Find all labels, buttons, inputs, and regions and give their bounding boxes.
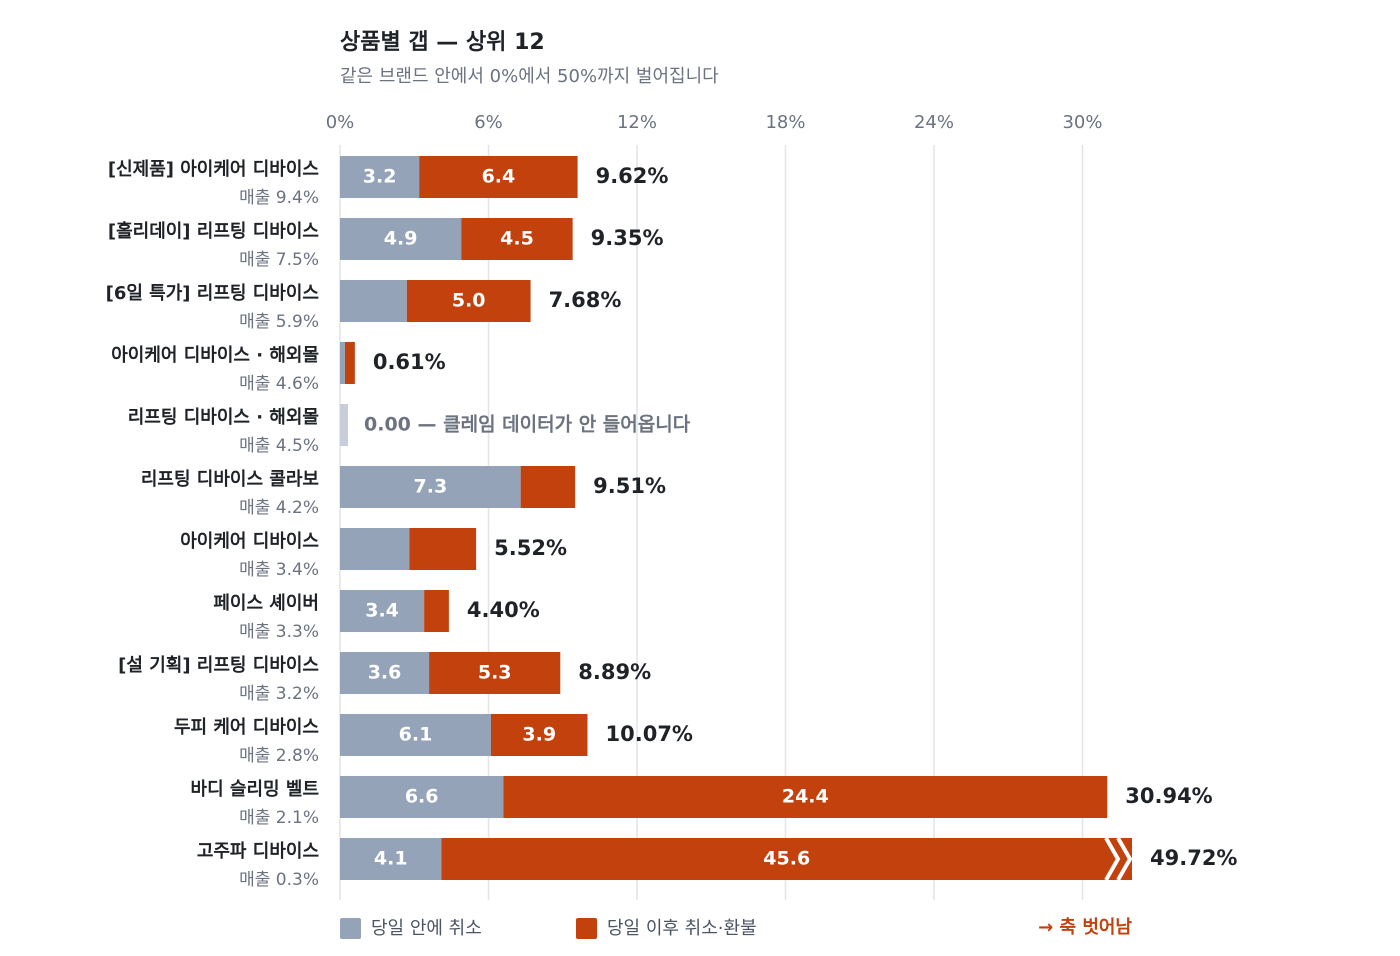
value-label: 45.6 [763, 848, 810, 870]
grid: 0% 6% 12% 18% 24% 30% [326, 112, 1103, 900]
bar-segment [340, 342, 345, 384]
category-label: 리프팅 디바이스 콜라보 [141, 469, 319, 490]
legend-label: 당일 이후 취소·환불 [607, 918, 757, 939]
bar-segment [424, 590, 449, 632]
category-label: [설 기획] 리프팅 디바이스 [118, 655, 319, 676]
value-label: 24.4 [782, 786, 829, 808]
bar-segment [520, 466, 576, 508]
bar-segment [461, 218, 573, 260]
category-label: 바디 슬리밍 벨트 [191, 779, 319, 800]
total-label: 49.72% [1150, 846, 1237, 870]
x-tick-label: 0% [326, 112, 355, 133]
value-label: 4.9 [384, 228, 418, 250]
total-label: 9.51% [593, 474, 666, 498]
overflow-marker [1104, 837, 1133, 881]
category-note: 매출 2.1% [239, 808, 319, 828]
category-note: 매출 2.8% [239, 746, 319, 766]
total-label: 0.00 — 클레임 데이터가 안 들어옵니다 [364, 414, 691, 436]
total-label: 9.35% [591, 226, 664, 250]
x-tick-label: 18% [765, 112, 805, 133]
total-label: 10.07% [606, 722, 693, 746]
value-label: 3.6 [368, 662, 402, 684]
zero-placeholder [340, 404, 348, 446]
value-label: 3.9 [522, 724, 556, 746]
category-note: 매출 4.2% [239, 498, 319, 518]
category-label: [신제품] 아이케어 디바이스 [108, 159, 319, 180]
bar-segment [406, 280, 531, 322]
value-label: 3.4 [365, 600, 399, 622]
category-note: 매출 7.5% [239, 250, 319, 270]
x-tick-label: 12% [617, 112, 657, 133]
bar-segment [340, 652, 430, 694]
total-label: 0.61% [373, 350, 446, 374]
legend-swatch [340, 918, 361, 939]
bar-segment [340, 838, 442, 880]
bars [340, 156, 1132, 880]
legend-swatch [576, 918, 597, 939]
value-label: 6.1 [399, 724, 433, 746]
category-label: 아이케어 디바이스 [180, 531, 319, 552]
x-tick-label: 6% [474, 112, 503, 133]
value-label: 5.0 [452, 290, 486, 312]
bar-segment [340, 714, 491, 756]
value-label: 6.4 [482, 166, 516, 188]
bar-segment [340, 590, 425, 632]
category-note: 매출 4.5% [239, 436, 319, 456]
bar-segment [340, 280, 407, 322]
value-label: 4.1 [374, 848, 408, 870]
total-label: 7.68% [549, 288, 622, 312]
total-label: 5.52% [494, 536, 567, 560]
category-note: 매출 3.3% [239, 622, 319, 642]
value-label: 3.2 [363, 166, 397, 188]
category-note: 매출 9.4% [239, 188, 319, 208]
bar-segment [490, 714, 588, 756]
bar-segment [340, 528, 410, 570]
value-label: 4.5 [500, 228, 534, 250]
x-tick-label: 24% [914, 112, 954, 133]
bar-segment [429, 652, 561, 694]
category-note: 매출 3.4% [239, 560, 319, 580]
category-label: 리프팅 디바이스 · 해외몰 [128, 407, 319, 428]
overflow-note: → 축 벗어남 [1038, 917, 1132, 938]
bar-segment [340, 466, 521, 508]
chart-subtitle: 같은 브랜드 안에서 0%에서 50%까지 벌어집니다 [340, 66, 719, 87]
total-label: 4.40% [467, 598, 540, 622]
bar-segment [503, 776, 1108, 818]
total-label: 8.89% [578, 660, 651, 684]
bar-segment [419, 156, 578, 198]
bar-segment [340, 776, 504, 818]
bar-segment [344, 342, 355, 384]
category-label: 고주파 디바이스 [197, 841, 319, 862]
category-label: 아이케어 디바이스 · 해외몰 [111, 345, 319, 366]
category-label: 두피 케어 디바이스 [174, 717, 319, 738]
bar-segment [340, 156, 420, 198]
category-note: 매출 4.6% [239, 374, 319, 394]
value-label: 5.3 [478, 662, 512, 684]
category-label: 페이스 셰이버 [213, 593, 319, 614]
legend-label: 당일 안에 취소 [371, 918, 482, 939]
bar-segment [409, 528, 477, 570]
category-note: 매출 5.9% [239, 312, 319, 332]
x-tick-label: 30% [1062, 112, 1102, 133]
total-label: 9.62% [596, 164, 669, 188]
total-label: 30.94% [1125, 784, 1212, 808]
bar-segment [441, 838, 1132, 880]
category-label: [홀리데이] 리프팅 디바이스 [108, 220, 319, 242]
value-label: 6.6 [405, 786, 439, 808]
category-note: 매출 0.3% [239, 870, 319, 890]
category-label: [6일 특가] 리프팅 디바이스 [106, 283, 319, 304]
value-label: 7.3 [414, 476, 448, 498]
chart-title: 상품별 갭 — 상위 12 [340, 30, 545, 55]
category-note: 매출 3.2% [239, 684, 319, 704]
bar-segment [340, 218, 462, 260]
